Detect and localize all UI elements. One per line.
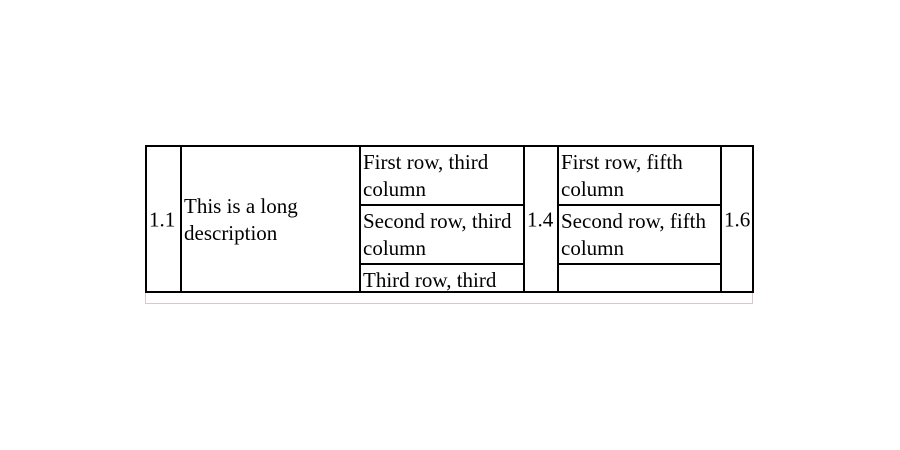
fifth-col-row-2: Second row, fifth column	[559, 206, 720, 265]
cell-1-6: 1.6	[722, 147, 752, 293]
third-col-row-1-text: First row, third column	[363, 150, 489, 201]
cell-1-4-text: 1.4	[527, 207, 554, 232]
third-col-row-3: Third row, third	[361, 265, 523, 293]
fifth-col-row-2-text: Second row, fifth column	[561, 209, 707, 260]
cell-1-6-text: 1.6	[724, 207, 751, 232]
fifth-col-row-3	[559, 265, 720, 293]
third-col-row-2-text: Second row, third column	[363, 209, 512, 260]
third-col-row-1: First row, third column	[361, 147, 523, 206]
third-col-row-2: Second row, third column	[361, 206, 523, 265]
table-frame	[145, 145, 753, 304]
data-table: 1.1 This is a long description First row…	[145, 145, 754, 293]
cell-1-1-text: 1.1	[149, 207, 176, 232]
nested-column-fifth: First row, fifth column Second row, fift…	[559, 147, 722, 293]
cell-1-4: 1.4	[525, 147, 559, 293]
third-col-row-3-text: Third row, third	[363, 268, 497, 292]
nested-column-third: First row, third column Second row, thir…	[361, 147, 525, 293]
cell-1-1: 1.1	[147, 147, 182, 293]
fifth-col-row-3-text	[559, 265, 720, 267]
fifth-col-row-1-text: First row, fifth column	[561, 150, 683, 201]
fifth-col-row-1: First row, fifth column	[559, 147, 720, 206]
cell-description-text: This is a long description	[184, 194, 298, 245]
cell-description: This is a long description	[182, 147, 361, 293]
